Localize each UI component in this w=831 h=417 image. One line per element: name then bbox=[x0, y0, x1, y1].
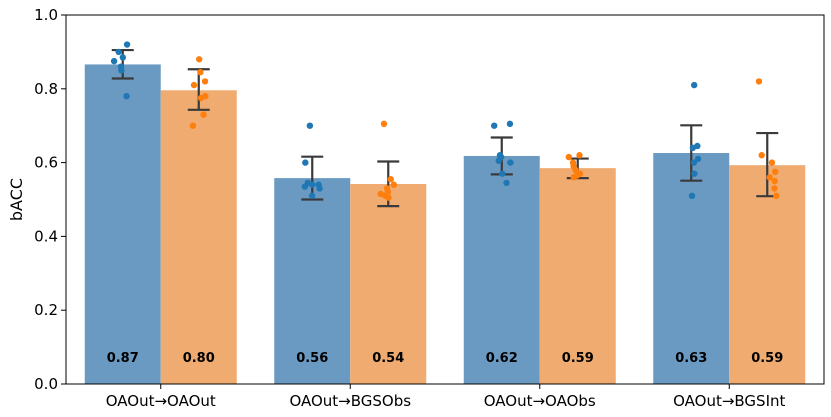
error-bar bbox=[301, 155, 324, 201]
data-point bbox=[119, 54, 127, 61]
data-point bbox=[123, 92, 130, 100]
data-point bbox=[690, 159, 698, 166]
data-point bbox=[495, 157, 502, 164]
y-tick-label: 0.6 bbox=[34, 154, 58, 172]
data-point bbox=[771, 185, 778, 192]
bar-value-label: 0.63 bbox=[675, 351, 707, 366]
data-point bbox=[507, 159, 514, 166]
y-tick-label: 0.8 bbox=[34, 80, 58, 98]
data-point bbox=[118, 67, 125, 74]
data-point bbox=[115, 48, 122, 56]
data-point bbox=[316, 185, 323, 192]
data-point bbox=[491, 122, 498, 129]
plot-frame bbox=[65, 14, 825, 385]
data-points-layer bbox=[110, 41, 780, 201]
bar bbox=[463, 155, 540, 384]
y-axis: 0.0 0.2 0.4 0.6 0.8 1.0 bbox=[34, 6, 66, 393]
error-bar bbox=[187, 68, 210, 111]
bar bbox=[350, 184, 427, 384]
data-point bbox=[308, 192, 316, 200]
data-point bbox=[503, 179, 510, 187]
x-axis: OAOut→OAOut OAOut→BGSObs OAOut→OAObs OAOut→… bbox=[106, 384, 786, 410]
bar bbox=[653, 153, 730, 384]
bars-layer bbox=[84, 64, 806, 385]
data-point bbox=[190, 81, 198, 89]
data-point bbox=[385, 194, 392, 201]
data-point bbox=[110, 57, 118, 65]
y-axis-title: bACC bbox=[7, 178, 26, 221]
data-point bbox=[201, 78, 209, 85]
data-point bbox=[565, 153, 573, 161]
data-point bbox=[302, 159, 309, 166]
x-tick-label: OAOut→OAObs bbox=[484, 392, 596, 410]
data-point bbox=[572, 166, 579, 174]
bar bbox=[84, 64, 161, 385]
data-point bbox=[306, 122, 314, 129]
x-tick-label: OAOut→OAOut bbox=[106, 392, 216, 410]
data-point bbox=[390, 181, 398, 188]
data-point bbox=[380, 120, 388, 128]
data-point bbox=[499, 170, 506, 177]
data-point bbox=[570, 174, 577, 181]
y-tick-label: 0.0 bbox=[34, 375, 58, 393]
bar bbox=[729, 165, 806, 384]
data-point bbox=[694, 155, 702, 163]
bar-value-label: 0.59 bbox=[751, 351, 783, 366]
data-point bbox=[691, 170, 698, 177]
bar-value-labels-layer: 0.87 0.80 0.56 0.54 0.62 0.59 0.63 0.59 bbox=[107, 351, 784, 366]
bar bbox=[160, 90, 237, 384]
data-point bbox=[689, 144, 697, 152]
data-point bbox=[758, 152, 765, 159]
bar bbox=[539, 168, 616, 384]
data-point bbox=[576, 152, 583, 159]
data-point bbox=[301, 183, 309, 190]
bar bbox=[274, 178, 351, 384]
bar-value-label: 0.80 bbox=[183, 351, 215, 366]
bar-value-label: 0.54 bbox=[372, 351, 404, 366]
data-point bbox=[189, 122, 197, 129]
x-tick-label: OAOut→BGSObs bbox=[289, 392, 411, 410]
error-bar bbox=[680, 124, 703, 182]
data-point bbox=[195, 56, 203, 63]
y-tick-label: 0.2 bbox=[34, 301, 58, 319]
data-point bbox=[688, 192, 696, 200]
data-point bbox=[768, 159, 776, 166]
y-tick-label: 0.4 bbox=[34, 227, 58, 245]
data-point bbox=[755, 78, 763, 85]
data-point bbox=[690, 81, 698, 89]
data-point bbox=[387, 176, 394, 183]
y-tick-label: 1.0 bbox=[34, 6, 58, 24]
data-point bbox=[197, 68, 204, 76]
data-point bbox=[200, 111, 207, 118]
data-point bbox=[771, 177, 778, 185]
data-point bbox=[506, 120, 514, 128]
data-point bbox=[771, 168, 779, 176]
bar-value-label: 0.62 bbox=[486, 351, 518, 366]
data-point bbox=[773, 192, 780, 200]
x-tick-label: OAOut→BGSInt bbox=[673, 392, 785, 410]
bar-value-label: 0.87 bbox=[107, 351, 139, 366]
bar-value-label: 0.56 bbox=[296, 351, 328, 366]
data-point bbox=[766, 174, 773, 181]
data-point bbox=[309, 181, 316, 188]
bar-value-label: 0.59 bbox=[562, 351, 594, 366]
data-point bbox=[197, 94, 205, 102]
data-point bbox=[123, 41, 131, 48]
